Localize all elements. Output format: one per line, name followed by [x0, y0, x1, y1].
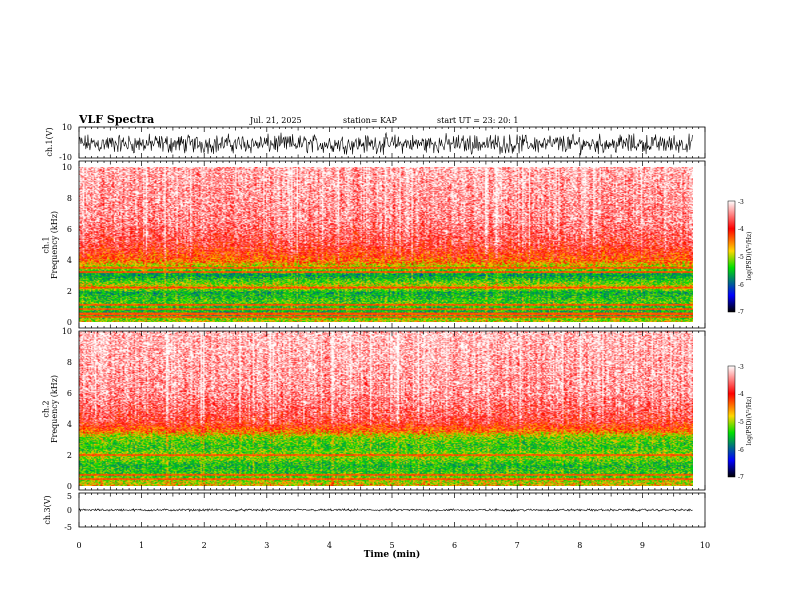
cb1-tick-m5: -5 — [738, 254, 744, 261]
x-axis-tick-labels: 0 1 2 3 4 5 6 7 8 9 10 — [76, 541, 710, 550]
spec2-ytick-8: 8 — [67, 358, 72, 367]
cb2-tick-m7: -7 — [738, 474, 744, 481]
spec1-ytick-0: 0 — [67, 318, 72, 327]
x-tick-label: 4 — [327, 541, 332, 550]
ch1-waveform-trace — [78, 131, 693, 156]
ch3-ytick-minus5: -5 — [64, 523, 72, 532]
cb1-tick-m4: -4 — [738, 226, 744, 233]
colorbar-ch1-label: log(PSD)(V²/Hz) — [746, 232, 753, 281]
ch1-ytick-minus10: -10 — [59, 153, 72, 162]
panel-ch3-waveform: 5 0 -5 ch.3(V) — [43, 492, 706, 532]
panel-ch1-spectrogram: 0 2 4 6 8 10 ch.1Frequency (kHz) — [41, 160, 706, 329]
spec1-ytick-6: 6 — [67, 225, 72, 234]
spec2-ytick-0: 0 — [67, 482, 72, 491]
colorbar-ch1-gradient — [727, 200, 736, 313]
spec2-ytick-6: 6 — [67, 389, 72, 398]
panel-ch1-waveform: 10 -10 ch.1(V) — [45, 123, 706, 162]
spec1-ytick-10: 10 — [62, 163, 72, 172]
cb2-tick-m5: -5 — [738, 419, 744, 426]
ch1-waveform-ylabel: ch.1(V) — [45, 127, 54, 156]
spec1-ytick-8: 8 — [67, 194, 72, 203]
x-tick-label: 6 — [452, 541, 457, 550]
spec2-ytick-4: 4 — [67, 420, 72, 429]
ch3-waveform-ylabel: ch.3(V) — [43, 495, 52, 524]
spec2-ytick-10: 10 — [62, 327, 72, 336]
x-tick-label: 9 — [640, 541, 645, 550]
ch1-ytick-10: 10 — [62, 123, 72, 132]
ch2-spectrogram-ylabel: ch.2Frequency (kHz) — [41, 375, 59, 443]
spec1-ytick-4: 4 — [67, 256, 72, 265]
axis-ticks — [78, 127, 706, 527]
station-label: station= KAP — [343, 116, 398, 125]
x-tick-label: 7 — [515, 541, 520, 550]
x-tick-label: 8 — [577, 541, 582, 550]
x-tick-label: 3 — [264, 541, 269, 550]
date-label: Jul. 21, 2025 — [249, 116, 302, 125]
ch3-ytick-5: 5 — [67, 492, 72, 501]
cb1-tick-m6: -6 — [738, 282, 744, 289]
x-tick-label: 0 — [76, 541, 81, 550]
x-tick-label: 10 — [700, 541, 710, 550]
colorbar-ch2-gradient — [727, 365, 736, 478]
figure-title: VLF Spectra — [78, 113, 154, 126]
ch3-ytick-0: 0 — [67, 506, 72, 515]
spec2-ytick-2: 2 — [67, 451, 72, 460]
cb1-tick-m7: -7 — [738, 309, 744, 316]
x-axis-label: Time (min) — [364, 549, 421, 560]
colorbar-ch2: -3 -4 -5 -6 -7 log(PSD)(V²/Hz) — [727, 364, 753, 481]
cb2-tick-m4: -4 — [738, 391, 744, 398]
cb1-tick-m3: -3 — [738, 199, 744, 206]
spec1-ytick-2: 2 — [67, 287, 72, 296]
ch3-waveform-trace — [78, 507, 693, 513]
ch2-spectrogram-image — [79, 331, 693, 486]
colorbar-ch2-label: log(PSD)(V²/Hz) — [746, 397, 753, 446]
cb2-tick-m6: -6 — [738, 447, 744, 454]
x-tick-label: 1 — [139, 541, 144, 550]
x-tick-label: 5 — [389, 541, 394, 550]
colorbar-ch1: -3 -4 -5 -6 -7 log(PSD)(V²/Hz) — [727, 199, 753, 316]
x-tick-label: 2 — [202, 541, 207, 550]
panel-ch2-spectrogram: 0 2 4 6 8 10 ch.2Frequency (kHz) — [41, 327, 706, 491]
ch1-spectrogram-image — [79, 167, 693, 322]
start-ut-label: start UT = 23: 20: 1 — [437, 116, 518, 125]
ch1-spectrogram-ylabel: ch.1Frequency (kHz) — [41, 211, 59, 279]
cb2-tick-m3: -3 — [738, 364, 744, 371]
